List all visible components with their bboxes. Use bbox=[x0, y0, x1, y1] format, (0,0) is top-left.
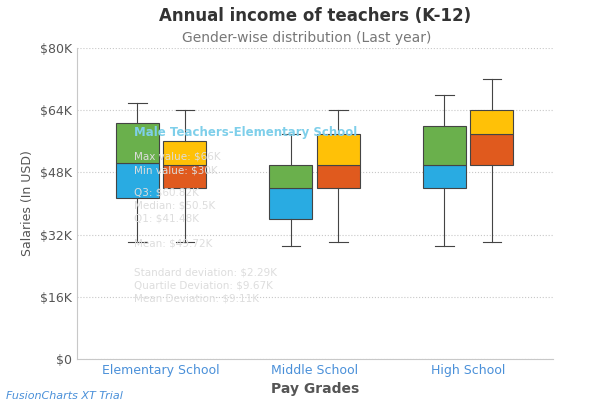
Text: Max value: $66K: Max value: $66K bbox=[134, 152, 220, 162]
Y-axis label: Salaries (In USD): Salaries (In USD) bbox=[21, 151, 34, 256]
Text: Male Teachers-Elementary School: Male Teachers-Elementary School bbox=[134, 126, 357, 139]
Bar bbox=[163, 165, 206, 188]
Text: Median: $50.5K: Median: $50.5K bbox=[134, 201, 215, 210]
Bar bbox=[116, 163, 159, 198]
Bar bbox=[163, 141, 206, 165]
Bar bbox=[270, 188, 313, 219]
Bar bbox=[423, 126, 466, 165]
Text: Gender-wise distribution (Last year): Gender-wise distribution (Last year) bbox=[182, 31, 432, 45]
X-axis label: Pay Grades: Pay Grades bbox=[271, 382, 359, 396]
Text: Mean Deviation: $9.11K: Mean Deviation: $9.11K bbox=[134, 294, 258, 303]
Text: Standard deviation: $2.29K: Standard deviation: $2.29K bbox=[134, 267, 277, 277]
Text: Q1: $41.48K: Q1: $41.48K bbox=[134, 214, 199, 224]
Bar bbox=[470, 110, 513, 134]
Text: Mean: $49.72K: Mean: $49.72K bbox=[134, 238, 212, 248]
Bar bbox=[317, 165, 360, 188]
Bar bbox=[270, 165, 313, 188]
Title: Annual income of teachers (K-12): Annual income of teachers (K-12) bbox=[158, 6, 471, 25]
Text: Min value: $30K: Min value: $30K bbox=[134, 165, 217, 175]
Bar bbox=[423, 165, 466, 188]
Text: FusionCharts XT Trial: FusionCharts XT Trial bbox=[6, 391, 123, 401]
Text: Quartile Deviation: $9.67K: Quartile Deviation: $9.67K bbox=[134, 280, 273, 290]
Bar bbox=[470, 134, 513, 165]
Bar bbox=[317, 134, 360, 165]
Bar bbox=[116, 123, 159, 163]
Text: Q3: $60.82K: Q3: $60.82K bbox=[134, 187, 198, 197]
